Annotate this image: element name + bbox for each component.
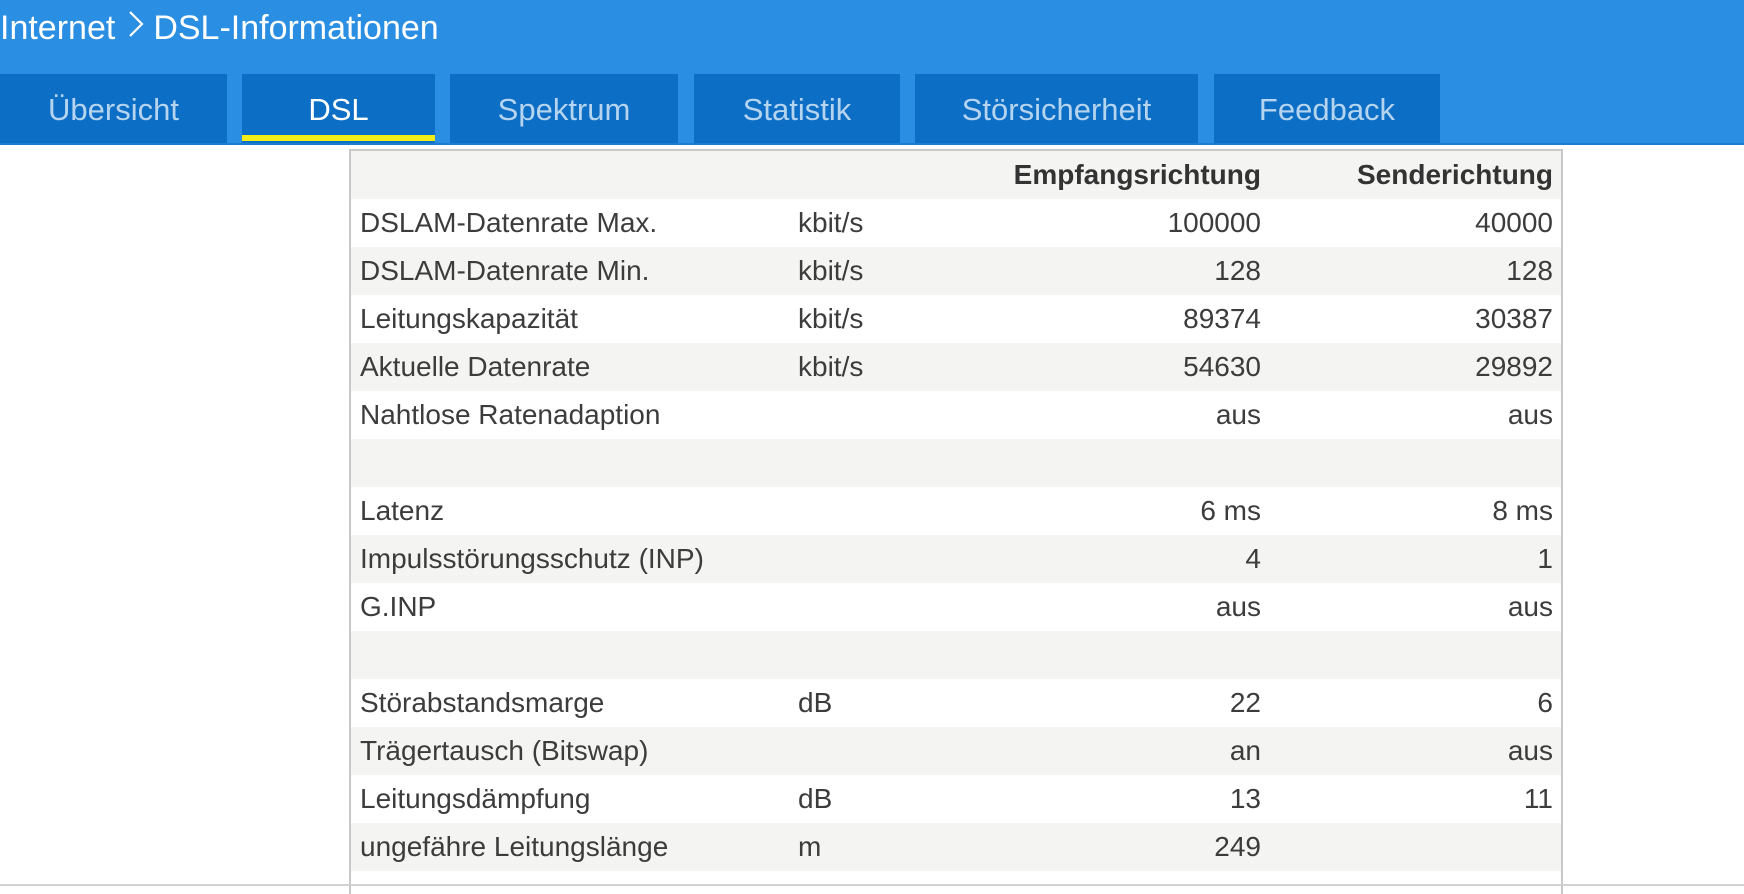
- row-send-value: 6: [1537, 687, 1553, 718]
- row-send-value: aus: [1507, 735, 1553, 766]
- row-receive-value: 100000: [1167, 207, 1261, 238]
- row-unit: kbit/s: [798, 207, 864, 238]
- row-send-value: 30387: [1475, 303, 1553, 334]
- tab-label: Übersicht: [48, 91, 179, 127]
- row-receive-value: 89374: [1183, 303, 1261, 334]
- tab-bar: Übersicht DSL Spektrum Statistik Störsic…: [0, 74, 1744, 145]
- row-label: Latenz: [360, 495, 445, 526]
- row-unit: kbit/s: [798, 303, 864, 334]
- page-bottom-divider: [0, 884, 1744, 886]
- row-label: Trägertausch (Bitswap): [360, 735, 649, 766]
- row-receive-value: aus: [1215, 399, 1261, 430]
- table-row: Störabstandsmarge dB 22 6: [351, 679, 1561, 727]
- table-spacer-row: [351, 631, 1561, 679]
- table-row: Leitungskapazität kbit/s 89374 30387: [351, 295, 1561, 343]
- row-label: ungefähre Leitungslänge: [360, 831, 669, 862]
- row-unit: m: [798, 831, 822, 862]
- tab-uebersicht[interactable]: Übersicht: [0, 74, 227, 145]
- tab-dsl[interactable]: DSL: [242, 74, 435, 145]
- tab-statistik[interactable]: Statistik: [694, 74, 900, 145]
- row-send-value: 29892: [1475, 351, 1553, 382]
- row-send-value: aus: [1507, 591, 1553, 622]
- row-label: Leitungskapazität: [360, 303, 578, 334]
- table-row: Nahtlose Ratenadaption aus aus: [351, 391, 1561, 439]
- row-receive-value: 128: [1214, 255, 1261, 286]
- row-label: Nahtlose Ratenadaption: [360, 399, 661, 430]
- row-label: Leitungsdämpfung: [360, 783, 591, 814]
- tab-label: Störsicherheit: [961, 91, 1152, 127]
- table-row: Latenz 6 ms 8 ms: [351, 487, 1561, 535]
- row-label: Aktuelle Datenrate: [360, 351, 591, 382]
- row-unit: kbit/s: [798, 351, 864, 382]
- chevron-right-icon: [127, 9, 145, 48]
- header-divider: [0, 143, 1744, 145]
- row-label: DSLAM-Datenrate Max.: [360, 207, 658, 238]
- row-send-value: 40000: [1475, 207, 1553, 238]
- table-row: ungefähre Leitungslänge m 249: [351, 823, 1561, 871]
- header-receive-direction: Empfangsrichtung: [1013, 159, 1261, 190]
- row-receive-value: an: [1229, 735, 1261, 766]
- row-receive-value: 13: [1229, 783, 1261, 814]
- table-row: DSLAM-Datenrate Min. kbit/s 128 128: [351, 247, 1561, 295]
- row-send-value: 11: [1523, 783, 1553, 814]
- breadcrumb-current: DSL-Informationen: [153, 8, 439, 47]
- tab-spektrum[interactable]: Spektrum: [450, 74, 678, 145]
- tab-label: Feedback: [1258, 91, 1396, 127]
- row-receive-value: 6 ms: [1200, 495, 1261, 526]
- table-header-row: Empfangsrichtung Senderichtung: [351, 151, 1561, 199]
- row-receive-value: aus: [1215, 591, 1261, 622]
- breadcrumb-parent[interactable]: Internet: [0, 8, 116, 47]
- table-row: DSLAM-Datenrate Max. kbit/s 100000 40000: [351, 199, 1561, 247]
- table-row: G.INP aus aus: [351, 583, 1561, 631]
- table-row: Trägertausch (Bitswap) an aus: [351, 727, 1561, 775]
- header-bar: Internet DSL-Informationen Übersicht DSL…: [0, 0, 1744, 145]
- breadcrumb: Internet DSL-Informationen: [0, 6, 439, 50]
- row-label: DSLAM-Datenrate Min.: [360, 255, 650, 286]
- active-tab-indicator: [242, 135, 435, 141]
- table-spacer-row: [351, 439, 1561, 487]
- row-label: Störabstandsmarge: [360, 687, 605, 718]
- table-row: Impulsstörungsschutz (INP) 4 1: [351, 535, 1561, 583]
- tab-label: DSL: [308, 91, 369, 127]
- tab-feedback[interactable]: Feedback: [1214, 74, 1440, 145]
- row-unit: kbit/s: [798, 255, 864, 286]
- tab-label: Statistik: [742, 91, 852, 127]
- row-label: G.INP: [360, 591, 437, 622]
- dsl-info-table: Empfangsrichtung Senderichtung DSLAM-Dat…: [349, 149, 1563, 894]
- row-label: Impulsstörungsschutz (INP): [360, 543, 704, 574]
- table-row: Leitungsdämpfung dB 13 11: [351, 775, 1561, 823]
- header-send-direction: Senderichtung: [1356, 159, 1553, 190]
- row-unit: dB: [798, 687, 833, 718]
- tab-label: Spektrum: [497, 91, 631, 127]
- tab-stoersicherheit[interactable]: Störsicherheit: [915, 74, 1198, 145]
- row-receive-value: 249: [1214, 831, 1261, 862]
- row-receive-value: 54630: [1183, 351, 1261, 382]
- table-row: Aktuelle Datenrate kbit/s 54630 29892: [351, 343, 1561, 391]
- row-send-value: 128: [1506, 255, 1553, 286]
- row-send-value: 1: [1537, 543, 1553, 574]
- row-receive-value: 22: [1229, 687, 1261, 718]
- row-send-value: 8 ms: [1492, 495, 1553, 526]
- row-unit: dB: [798, 783, 833, 814]
- row-receive-value: 4: [1245, 543, 1261, 574]
- row-send-value: aus: [1507, 399, 1553, 430]
